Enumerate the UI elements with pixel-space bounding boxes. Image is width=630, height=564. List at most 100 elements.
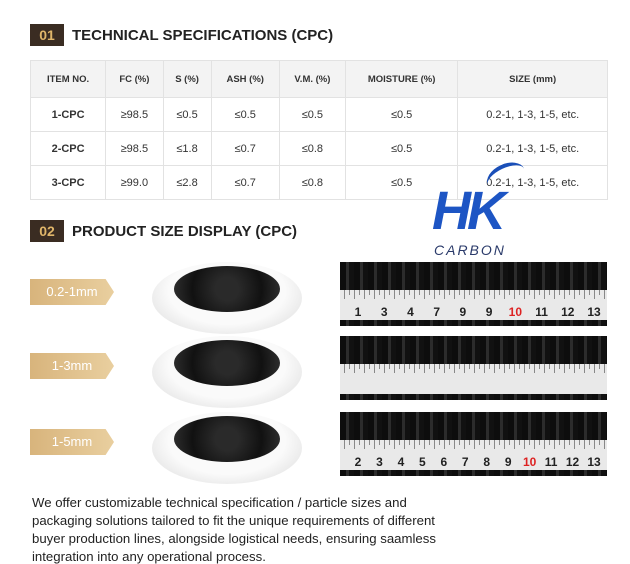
ruler-tick xyxy=(429,440,430,445)
ruler-tick xyxy=(604,440,605,449)
ruler-tick xyxy=(484,440,485,449)
ruler-number: 10 xyxy=(508,305,523,319)
ruler-tick xyxy=(599,290,600,295)
ruler-tick xyxy=(554,290,555,299)
ruler-tick xyxy=(374,290,375,299)
ruler-tick xyxy=(344,364,345,373)
ruler-tick xyxy=(379,364,380,369)
ruler-tick xyxy=(569,290,570,295)
ruler-number: 3 xyxy=(376,455,383,469)
ruler-tick xyxy=(394,364,395,373)
ruler-tick xyxy=(369,364,370,369)
column-header: SIZE (mm) xyxy=(457,60,608,98)
ruler-tick xyxy=(554,440,555,449)
ruler-tick xyxy=(544,440,545,449)
ruler-tick xyxy=(594,364,595,373)
ruler-tick xyxy=(539,290,540,295)
ruler-tick xyxy=(569,440,570,445)
table-cell: 0.2-1, 1-3, 1-5, etc. xyxy=(457,97,608,132)
ruler-tick xyxy=(439,290,440,295)
ruler-tick xyxy=(514,440,515,449)
ruler-number: 3 xyxy=(380,305,388,319)
ruler-tick xyxy=(424,290,425,299)
ruler-tick xyxy=(464,440,465,449)
ruler-tick xyxy=(404,364,405,373)
table-row: 1-CPC ≥98.5 ≤0.5 ≤0.5 ≤0.5 ≤0.5 0.2-1, 1-3, 1-… xyxy=(29,97,608,132)
ruler-tick xyxy=(469,364,470,369)
ruler-tick xyxy=(519,364,520,369)
ruler-tick xyxy=(349,440,350,445)
ruler-tick xyxy=(599,440,600,445)
ruler-tick xyxy=(594,290,595,299)
ruler-tick xyxy=(454,290,455,299)
ruler-tick xyxy=(449,364,450,369)
ruler-number: 4 xyxy=(407,305,414,319)
header-row: ITEM NO. FC (%) S (%) ASH (%) V.M. (%) MOISTU… xyxy=(29,60,608,98)
column-header: ITEM NO. xyxy=(29,60,107,98)
ruler-tick xyxy=(414,440,415,449)
size-label: 0.2-1mm xyxy=(30,279,114,305)
ruler-tick xyxy=(549,290,550,295)
ruler-tick xyxy=(509,290,510,295)
ruler-image xyxy=(340,336,607,400)
ruler-tick xyxy=(434,290,435,299)
ruler-tick xyxy=(479,364,480,369)
ruler-tick xyxy=(469,440,470,445)
ruler-tick xyxy=(459,364,460,369)
ruler-tick xyxy=(539,440,540,445)
table-cell: ≤0.8 xyxy=(278,165,346,200)
ruler-tick xyxy=(579,364,580,369)
ruler-tick xyxy=(599,364,600,369)
ruler-tick xyxy=(354,440,355,449)
ruler-tick xyxy=(484,290,485,299)
table-row: 3-CPC ≥99.0 ≤2.8 ≤0.7 ≤0.8 ≤0.5 0.2-1, 1-3, 1-… xyxy=(29,165,608,200)
section-title: PRODUCT SIZE DISPLAY (CPC) xyxy=(72,223,298,240)
column-header: MOISTURE (%) xyxy=(344,60,459,98)
ruler-tick xyxy=(459,440,460,445)
ruler-tick xyxy=(584,364,585,373)
ruler-tick xyxy=(444,364,445,373)
ruler-tick xyxy=(434,440,435,449)
ruler-number: 9 xyxy=(504,455,512,469)
ruler-tick xyxy=(494,290,495,299)
table-cell: 0.2-1, 1-3, 1-5, etc. xyxy=(457,165,608,200)
ruler-tick xyxy=(604,290,605,299)
ruler-tick xyxy=(589,290,590,295)
ruler-tick xyxy=(549,364,550,369)
ruler-tick xyxy=(379,440,380,445)
ruler-tick xyxy=(424,364,425,373)
ruler-number: 11 xyxy=(535,305,548,319)
ruler-tick xyxy=(489,440,490,445)
ruler-tick xyxy=(359,364,360,369)
ruler-tick xyxy=(564,290,565,299)
ruler-tick xyxy=(364,364,365,373)
table-cell: ≤0.5 xyxy=(344,131,459,166)
ruler-tick xyxy=(524,290,525,299)
table-cell: ≤0.7 xyxy=(210,165,280,200)
footer-line: integration into any operational process… xyxy=(32,549,266,564)
ruler-scale: 2 3 4 5 6 7 8 9 10 11 12 13 xyxy=(340,440,607,470)
ruler-tick xyxy=(549,440,550,445)
coal-pile xyxy=(174,266,280,312)
ruler-tick xyxy=(589,440,590,445)
ruler-tick xyxy=(384,364,385,373)
ruler-tick xyxy=(409,364,410,369)
ruler-tick xyxy=(584,440,585,449)
table-cell: 1-CPC xyxy=(29,97,107,132)
column-header: ASH (%) xyxy=(210,60,280,98)
ruler-tick xyxy=(374,440,375,449)
ruler-tick xyxy=(389,290,390,295)
ruler-number: 6 xyxy=(440,455,448,469)
ruler-tick xyxy=(494,364,495,373)
table-cell: ≤0.5 xyxy=(344,97,459,132)
ruler-tick xyxy=(529,440,530,445)
ruler-number: 13 xyxy=(587,305,601,319)
column-header: V.M. (%) xyxy=(278,60,346,98)
table-cell: ≤0.5 xyxy=(344,165,459,200)
table-cell: ≤0.7 xyxy=(210,131,280,166)
ruler-tick xyxy=(509,364,510,369)
ruler-tick xyxy=(454,364,455,373)
table-cell: 2-CPC xyxy=(29,131,107,166)
ruler-tick xyxy=(379,290,380,295)
ruler-tick xyxy=(504,290,505,299)
